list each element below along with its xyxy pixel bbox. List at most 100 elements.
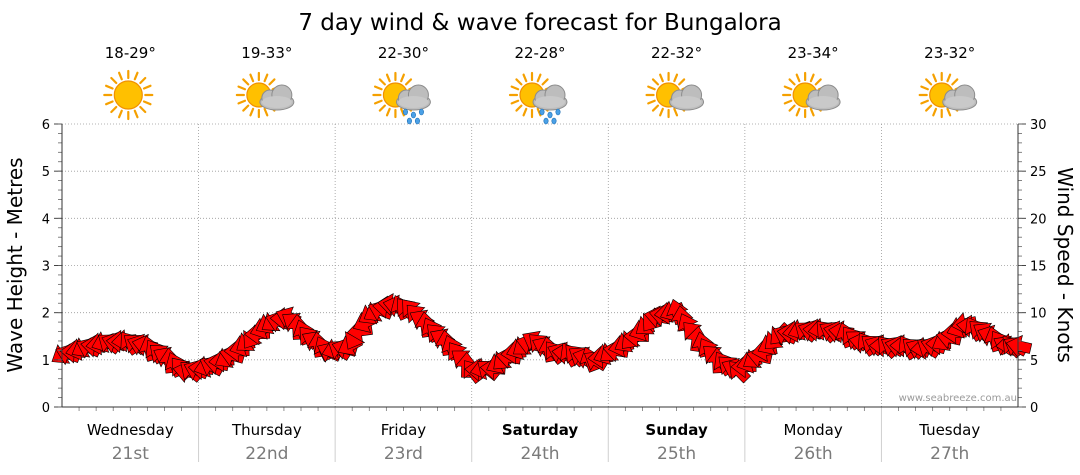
sun-ray: [242, 78, 250, 86]
sun-icon: [103, 69, 154, 121]
sun-ray: [374, 99, 383, 105]
day-name-label: Thursday: [231, 421, 302, 439]
sun-ray: [795, 73, 801, 83]
y-tick-left-label: 5: [42, 165, 50, 180]
y-tick-left-label: 0: [42, 401, 50, 416]
sun-ray: [249, 73, 255, 83]
y-tick-right-label: 10: [1030, 307, 1047, 322]
sun-ray: [809, 73, 815, 83]
day-column: 23-34° Monday 26th: [782, 44, 843, 464]
day-column: 23-32° Tuesday 27th: [918, 44, 980, 464]
day-name-label: Wednesday: [87, 421, 174, 439]
sun-ray: [946, 107, 952, 117]
sun-ray: [814, 78, 822, 86]
sun-ray: [795, 107, 801, 117]
sun-ray: [541, 78, 549, 86]
sun-ray: [651, 104, 660, 112]
sun-ray: [378, 104, 386, 112]
day-name-label: Monday: [784, 421, 843, 439]
sun-cloud-icon: [918, 71, 978, 119]
day-temp-range: 18-29°: [105, 44, 156, 62]
sun-ray: [404, 78, 413, 86]
sun-ray: [932, 73, 938, 83]
sun-cloud-icon: [645, 71, 705, 119]
sun-ray: [647, 99, 656, 105]
cloud-fill: [535, 96, 565, 108]
day-name-label: Tuesday: [918, 421, 980, 439]
y-tick-left-label: 4: [42, 212, 50, 227]
sun-ray: [522, 73, 528, 83]
rain-drop: [418, 108, 424, 116]
cloud-fill: [398, 96, 429, 108]
y-tick-right-label: 0: [1030, 401, 1038, 416]
sun-ray: [110, 105, 118, 114]
sun-ray: [374, 85, 383, 91]
y-tick-right-label: 15: [1030, 260, 1047, 275]
day-column: 19-33° Thursday 22nd: [231, 44, 302, 464]
sun-ray: [249, 107, 255, 117]
sun-ray: [400, 73, 405, 83]
day-temp-range: 19-33°: [241, 44, 292, 62]
sun-ray: [510, 99, 520, 105]
cloud-fill: [944, 96, 975, 108]
day-name-label: Friday: [381, 421, 427, 439]
sun-ray: [515, 78, 523, 86]
cloud-fill: [671, 96, 702, 108]
sun-ray: [788, 78, 796, 86]
sun-ray: [659, 107, 664, 117]
day-temp-range: 22-32°: [651, 44, 702, 62]
y-axis-left-title: Wave Height - Metres: [3, 157, 27, 372]
wind-arrows: [51, 293, 1033, 385]
rain-drop: [410, 111, 416, 119]
sun-ray: [673, 107, 679, 117]
sun-ray: [237, 99, 247, 105]
y-tick-right-label: 5: [1030, 354, 1038, 369]
day-column: 22-28° Saturday 24th: [502, 44, 579, 464]
rain-drop: [414, 117, 420, 125]
sun-ray: [673, 73, 679, 83]
day-temp-range: 23-32°: [924, 44, 975, 62]
axes: 0 1 2 3 4 5 6 0 5 10 15 20 25 30: [42, 118, 1047, 462]
sun-ray: [263, 107, 269, 117]
y-tick-right-label: 25: [1030, 165, 1047, 180]
sun-ray: [651, 78, 660, 86]
sun-ray: [809, 107, 815, 117]
y-tick-left-label: 2: [42, 307, 50, 322]
sun-ray: [920, 85, 929, 91]
sun-ray: [536, 73, 542, 83]
sun-ray: [385, 107, 391, 117]
day-date-label: 21st: [112, 444, 149, 464]
sun-ray: [133, 109, 139, 119]
rain-drop: [555, 108, 561, 116]
day-date-label: 23rd: [384, 444, 423, 464]
rain-drop: [539, 108, 545, 116]
rain-drop: [543, 117, 549, 125]
sun-ray: [118, 71, 123, 81]
sun-ray: [268, 78, 276, 86]
sun-ray: [263, 73, 269, 83]
day-date-label: 22nd: [245, 444, 288, 464]
y-tick-right-label: 20: [1030, 212, 1047, 227]
sun-ray: [925, 104, 933, 112]
sun-ray: [783, 99, 793, 105]
sun-ray: [932, 107, 938, 117]
rain-drop: [551, 117, 557, 125]
rain-drop: [406, 117, 412, 125]
day-date-label: 27th: [930, 444, 969, 464]
sun-ray: [946, 73, 952, 83]
sun-ray: [139, 105, 147, 114]
sun-cloud-rain-icon: [508, 71, 568, 125]
sun-ray: [118, 109, 123, 119]
cloud-fill: [261, 96, 292, 108]
sun-ray: [510, 85, 520, 91]
y-tick-left-label: 6: [42, 118, 50, 133]
sun-ray: [920, 99, 929, 105]
day-column: 22-30° Friday 23rd: [372, 44, 431, 464]
day-columns: 18-29° Wednesday 21st 19-33° Thursday 22nd 22-…: [87, 44, 980, 464]
sun-ray: [242, 104, 250, 112]
cloud-fill: [808, 96, 839, 108]
sun-ray: [385, 73, 391, 83]
sun-disc: [113, 80, 143, 110]
day-temp-range: 22-28°: [514, 44, 565, 62]
